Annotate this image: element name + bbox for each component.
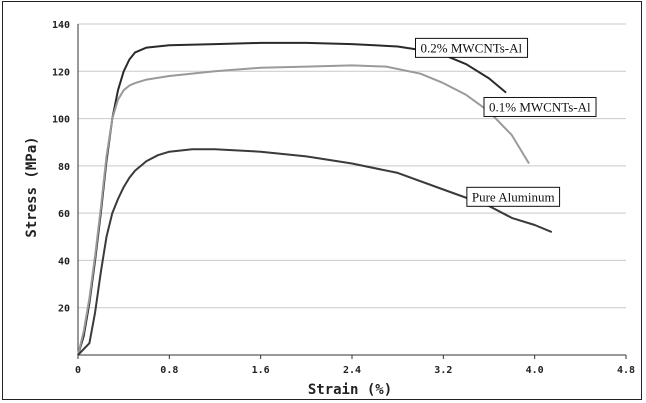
series-line-2 xyxy=(77,148,553,356)
x-tick-label: 0 xyxy=(75,365,81,376)
series-label-text: Pure Aluminum xyxy=(472,189,555,204)
y-tick-label: 60 xyxy=(58,209,70,220)
series-label-text: 0.2% MWCNTs-Al xyxy=(421,40,523,55)
y-tick-label: 100 xyxy=(52,115,70,126)
x-axis-title: Strain (%) xyxy=(308,382,392,398)
series-label-1: 0.1% MWCNTs-Al xyxy=(483,96,597,117)
series-label-box xyxy=(415,37,529,58)
series-label-2: Pure Aluminum xyxy=(466,186,561,207)
x-tick-label: 4.8 xyxy=(617,365,635,376)
y-axis-title: Stress (MPa) xyxy=(24,136,40,237)
series-labels: 0.2% MWCNTs-Al 0.1% MWCNTs-Al Pure Aluminu… xyxy=(415,37,597,207)
x-tick-label: 3.2 xyxy=(434,365,452,376)
tick-labels: 0 0.8 1.6 2.4 3.2 4.0 4.8 20 40 60 80 100 120 140 xyxy=(52,20,635,376)
y-tick-label: 120 xyxy=(52,67,70,78)
series-label-box xyxy=(483,96,597,117)
y-tick-label: 40 xyxy=(58,256,70,267)
x-tick-label: 1.6 xyxy=(252,365,270,376)
y-tick-label: 80 xyxy=(58,162,70,173)
y-tick-label: 20 xyxy=(58,304,70,315)
x-tick-label: 4.0 xyxy=(526,365,544,376)
series-line-1 xyxy=(77,64,530,356)
x-tick-label: 0.8 xyxy=(160,365,178,376)
series-label-0: 0.2% MWCNTs-Al xyxy=(415,37,529,58)
series-label-text: 0.1% MWCNTs-Al xyxy=(489,99,591,114)
grid xyxy=(78,23,626,309)
y-tick-label: 140 xyxy=(52,20,70,31)
axes xyxy=(77,24,627,359)
series-label-box xyxy=(466,186,561,207)
x-tick-label: 2.4 xyxy=(343,365,361,376)
